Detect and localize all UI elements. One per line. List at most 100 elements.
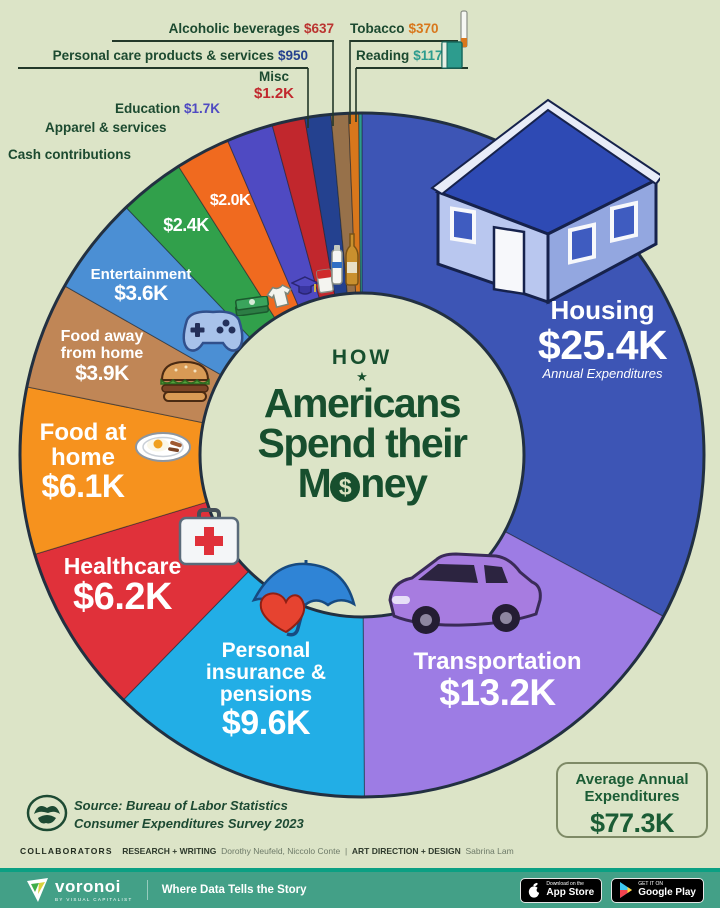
app-store-badge-bottom: App Store [546, 887, 595, 898]
label-entertainment: Entertainment $3.6K [82, 267, 200, 305]
google-play-icon [620, 882, 633, 898]
title-line2: Spend their [257, 420, 468, 467]
voronoi-byline: BY VISUAL CAPITALIST [55, 897, 133, 902]
callout-apparel: Apparel & services [45, 120, 167, 136]
label-healthcare: Healthcare $6.2K [40, 554, 205, 618]
slice-name: Entertainment [90, 266, 192, 283]
title-how: HOW [331, 346, 393, 369]
title-money-pre: M [297, 460, 332, 507]
slice-value: $2.0K [209, 192, 251, 209]
label-food-at-home: Food at home $6.1K [24, 420, 142, 504]
slice-name: Personal insurance & pensions [205, 639, 327, 707]
graduation-cap-icon [291, 276, 319, 295]
slice-name: Housing [550, 295, 655, 325]
average-value: $77.3K [589, 807, 675, 838]
label-apparel-value: $2.0K [200, 192, 260, 210]
book-icon [441, 41, 463, 69]
app-store-badge-top: Download on the [546, 881, 584, 887]
app-store-badge[interactable]: Download on the App Store [520, 877, 603, 903]
title-line3: M $ ney [212, 460, 512, 507]
callout-value: $950 [277, 48, 308, 63]
source-line2: Consumer Expenditures Survey 2023 [74, 815, 304, 831]
callout-value: $1.2K [253, 84, 295, 102]
callout-misc: Misc $1.2K [232, 69, 316, 102]
average-label-line1: Average Annual [575, 771, 689, 788]
callout-label: Cash contributions [8, 147, 132, 162]
voronoi-wordmark: voronoi [55, 877, 121, 896]
callout-value: $117 [413, 48, 443, 63]
footer-divider [146, 880, 148, 900]
callout-personal-care: Personal care products & services $950 [18, 48, 308, 69]
callout-alcoholic-beverages: Alcoholic beverages $637 [112, 21, 334, 42]
callout-label: Alcoholic beverages [168, 21, 300, 36]
footer-bar: voronoi BY VISUAL CAPITALIST Where Data … [0, 872, 720, 908]
first-aid-kit-icon [178, 508, 240, 566]
slice-name: Food at home [39, 419, 127, 472]
callout-label: Reading [356, 48, 410, 63]
label-personal-insurance: Personal insurance & pensions $9.6K [198, 639, 334, 743]
footer-tagline: Where Data Tells the Story [161, 884, 307, 896]
google-play-badge-bottom: Google Play [638, 887, 696, 898]
callout-cash-contributions: Cash contributions [8, 147, 131, 163]
cash-stack-icon [234, 296, 270, 316]
tshirt-icon [266, 284, 292, 308]
apple-icon [529, 882, 542, 898]
donut-outer-outline [18, 111, 706, 799]
slice-value: $25.4K [537, 322, 668, 369]
art-direction-label: ART DIRECTION + DESIGN [351, 846, 461, 856]
breakfast-plate-icon [135, 432, 191, 462]
callout-education: Education $1.7K [115, 101, 220, 117]
callout-label: Misc [258, 69, 289, 84]
google-play-badge[interactable]: GET IT ON Google Play [611, 877, 704, 903]
star-icon: ★ [356, 369, 368, 384]
callout-label: Apparel & services [45, 120, 167, 135]
average-label-line2: Expenditures [584, 788, 680, 806]
dollar-coin-icon: $ [330, 472, 361, 503]
cigarette-icon [460, 10, 468, 48]
label-food-away: Food away from home $3.9K [52, 328, 152, 385]
average-expenditures-box: Average Annual Expenditures $77.3K [556, 762, 708, 838]
slice-value: $3.9K [75, 361, 129, 385]
label-housing: Housing $25.4K Annual Expenditures [500, 295, 705, 382]
collaborators-heading: COLLABORATORS [20, 846, 113, 856]
chart-title: HOW ★ Americans Spend their M $ ney [212, 346, 512, 504]
burger-icon [160, 360, 210, 402]
callout-label: Personal care products & services [52, 48, 274, 63]
footer-accent-stripe [0, 868, 720, 872]
slice-value: $2.4K [163, 215, 209, 235]
research-writing-label: RESEARCH + WRITING [122, 846, 217, 856]
game-controller-icon [182, 310, 244, 352]
callout-tobacco: Tobacco $370 [350, 21, 458, 42]
art-direction-names: Sabrina Lam [465, 846, 514, 856]
source-line1: Source: Bureau of Labor Statistics [74, 798, 288, 813]
slice-subnote: Annual Expenditures [542, 366, 663, 382]
callout-value: $370 [408, 21, 439, 36]
callout-label: Tobacco [350, 21, 405, 36]
car-icon [388, 552, 542, 634]
umbrella-heart-icon [251, 560, 356, 637]
slice-value: $9.6K [221, 704, 311, 743]
voronoi-logo-icon [27, 877, 48, 902]
slice-value: $6.2K [73, 576, 172, 619]
collaborators-row: COLLABORATORS RESEARCH + WRITING Dorothy… [20, 846, 710, 856]
cigarette-pack-icon [316, 268, 334, 294]
callout-reading: Reading $117 [356, 48, 468, 69]
source-note: Source: Bureau of Labor Statistics Consu… [74, 797, 304, 832]
slice-name: Transportation [413, 648, 582, 675]
voronoi-brand: voronoi BY VISUAL CAPITALIST [26, 877, 133, 904]
slice-value: $6.1K [41, 468, 125, 505]
slice-value: $13.2K [439, 672, 556, 714]
research-writing-names: Dorothy Neufeld, Niccolo Conte [221, 846, 341, 856]
callout-leader-lines [307, 40, 357, 128]
visual-capitalist-logo [26, 794, 68, 832]
slice-name: Food away from home [60, 328, 144, 362]
callout-label: Education [115, 101, 181, 116]
callout-value: $637 [303, 21, 334, 36]
google-play-badge-top: GET IT ON [638, 881, 664, 887]
callout-value: $1.7K [184, 101, 221, 116]
title-line1: Americans [263, 380, 462, 426]
toothpaste-icon [331, 245, 343, 285]
label-cash-value: $2.4K [152, 216, 220, 235]
divider-bar: | [344, 846, 348, 856]
